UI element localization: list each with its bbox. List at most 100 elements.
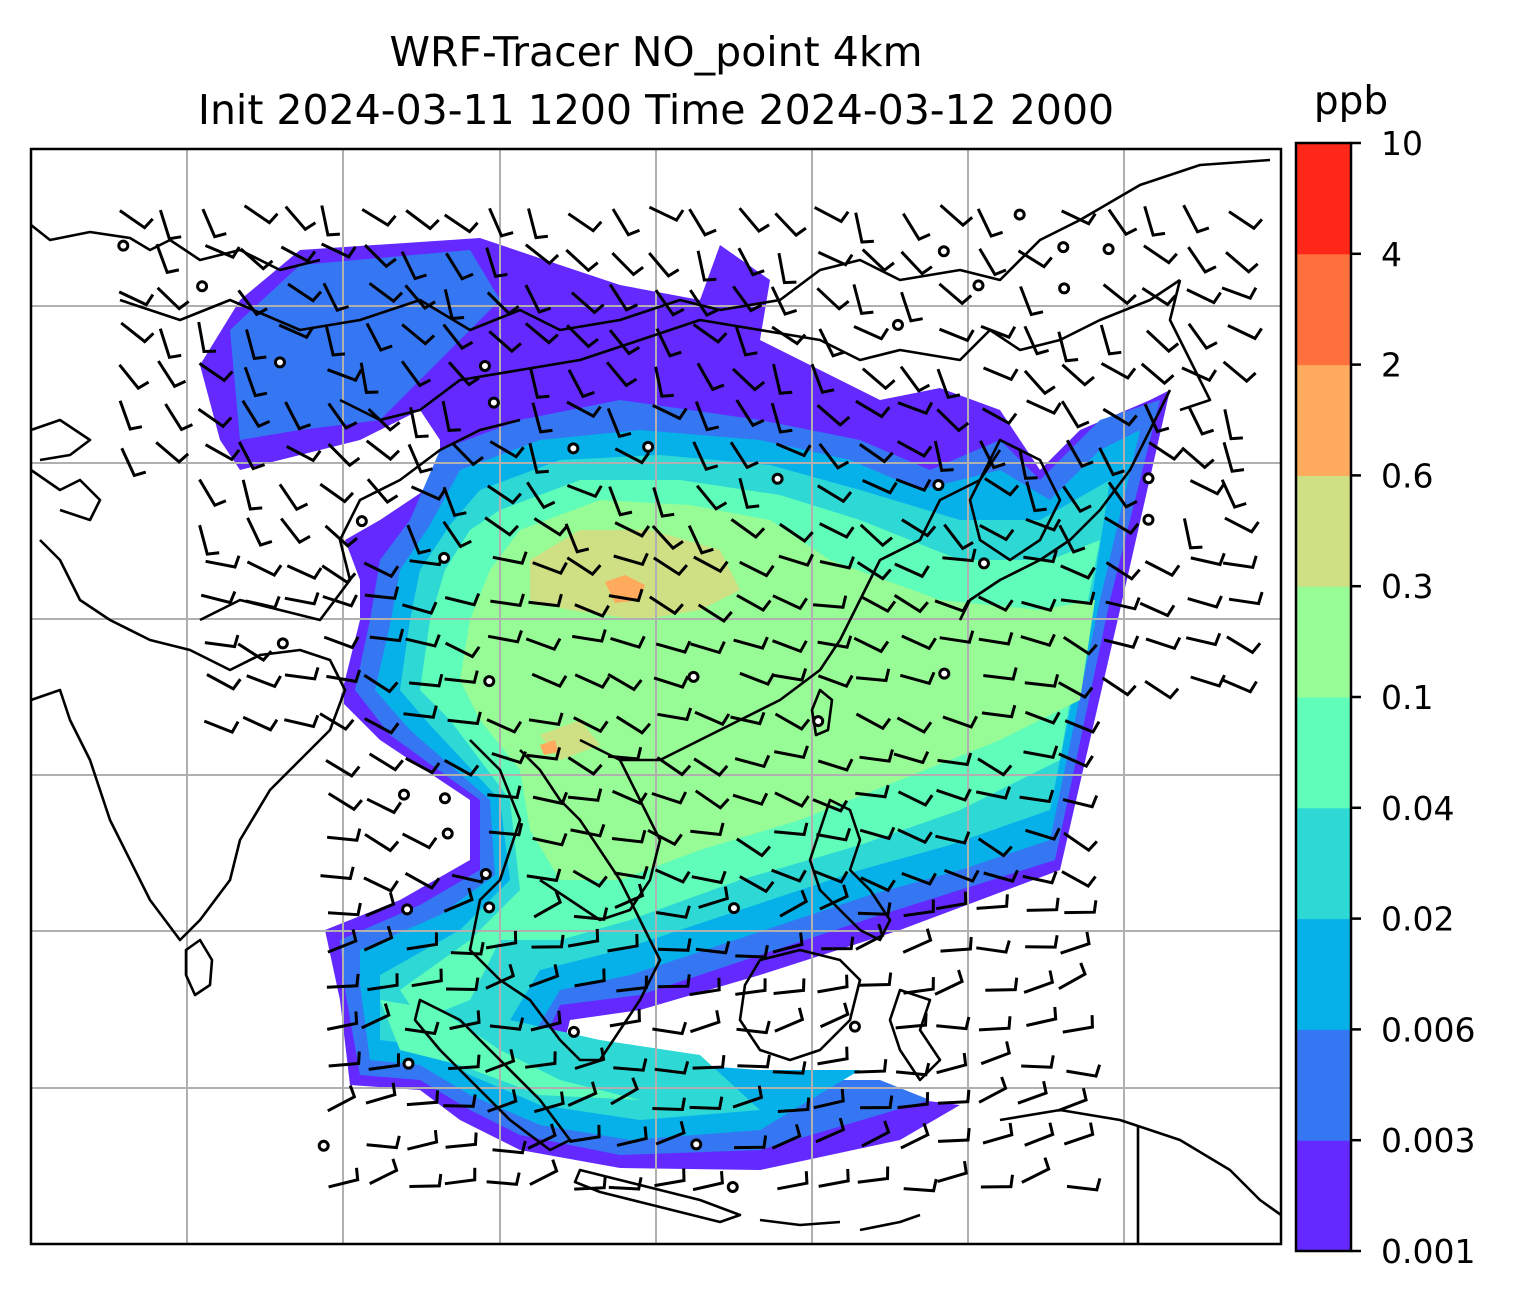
wind-barb — [983, 667, 1018, 681]
wind-barb — [652, 404, 688, 421]
wind-barb — [940, 936, 973, 953]
wind-barb — [736, 1020, 771, 1035]
wind-barb — [324, 325, 346, 357]
wind-barb — [695, 940, 731, 955]
wind-barb — [1185, 632, 1222, 647]
wind-barb — [528, 963, 560, 988]
wind-barb — [1187, 406, 1215, 436]
wind-barb — [893, 750, 930, 765]
wind-barb — [485, 963, 516, 990]
wind-barb — [939, 204, 974, 228]
wind-barb — [327, 929, 358, 954]
wind-barb — [484, 516, 519, 537]
wind-barb — [605, 361, 638, 388]
wind-barb — [1222, 360, 1257, 384]
wind-barb — [326, 368, 363, 383]
wind-barb — [566, 324, 599, 349]
wind-barb — [861, 367, 896, 391]
wind-barb — [812, 595, 848, 609]
wind-barb — [939, 630, 975, 644]
colorbar-bin — [1296, 1140, 1351, 1252]
wind-barb — [1190, 552, 1226, 567]
wind-barb — [1139, 601, 1176, 618]
wind-barb — [687, 524, 714, 555]
wind-barb — [976, 208, 1004, 238]
wind-barb — [574, 1175, 607, 1191]
wind-barb — [655, 1120, 686, 1146]
wind-barb — [900, 1122, 930, 1150]
wind-barb — [1187, 246, 1217, 274]
wind-barb — [442, 323, 474, 351]
wind-barb — [1024, 710, 1061, 725]
wind-barb — [1021, 598, 1057, 612]
wind-barb — [366, 797, 403, 815]
wind-barb — [816, 287, 850, 311]
wind-barb — [895, 1062, 931, 1077]
wind-barb — [1017, 1080, 1048, 1105]
wind-barb — [693, 757, 729, 777]
wind-barb — [531, 934, 565, 949]
wind-barb — [982, 1122, 1014, 1145]
wind-barb — [611, 789, 648, 806]
wind-barb — [365, 439, 401, 462]
wind-barb — [860, 876, 896, 893]
wind-barb — [528, 442, 549, 474]
wind-barb — [155, 243, 180, 275]
wind-barb — [366, 1135, 401, 1150]
wind-barb — [853, 325, 890, 341]
wind-barb — [280, 517, 311, 545]
wind-barb — [528, 712, 564, 726]
calm-marker — [567, 442, 580, 455]
wind-barb — [490, 593, 525, 608]
wind-barb — [1098, 447, 1125, 477]
wind-barb — [1100, 362, 1137, 380]
wind-barb — [657, 707, 693, 722]
calm-marker — [642, 440, 655, 453]
wind-barb — [981, 704, 1017, 719]
wind-barb — [444, 641, 481, 659]
wind-barb — [1186, 288, 1222, 305]
wind-barb — [694, 401, 720, 432]
wind-barb — [652, 1021, 688, 1036]
wind-barb — [774, 1007, 805, 1033]
wind-barb — [327, 402, 358, 430]
wind-barb — [442, 520, 472, 549]
calm-marker — [938, 667, 951, 680]
tracer-field-high-2 — [530, 530, 740, 760]
wind-barb — [488, 330, 522, 354]
wind-barb — [980, 325, 1017, 340]
wind-barb — [975, 786, 1012, 800]
wind-barb — [1061, 363, 1095, 387]
wind-barb — [738, 477, 760, 509]
wind-barb — [328, 1051, 361, 1068]
wind-barb — [607, 673, 643, 692]
wind-barb — [651, 524, 684, 551]
wind-barb — [774, 212, 807, 238]
wind-barb — [775, 442, 812, 458]
wind-barb — [616, 1126, 648, 1147]
wind-barb — [1058, 524, 1086, 554]
wind-barb — [443, 213, 479, 234]
wind-barb — [1062, 636, 1098, 656]
wind-barb — [405, 209, 440, 231]
wind-barb — [936, 368, 961, 400]
wind-barb — [654, 289, 685, 317]
wind-barb — [526, 481, 556, 510]
wind-barb — [613, 865, 649, 880]
wind-barb — [366, 478, 399, 504]
wind-barb — [1187, 322, 1218, 351]
calm-marker — [402, 1057, 415, 1070]
wind-barb — [567, 788, 603, 802]
wind-barb — [738, 207, 770, 234]
colorbar-frame — [1294, 141, 1353, 1253]
wind-barb — [735, 399, 765, 428]
wind-barb — [816, 404, 851, 427]
calm-marker — [932, 478, 945, 491]
calm-marker — [1142, 472, 1155, 485]
wind-barb — [1021, 1055, 1055, 1069]
wind-barb — [284, 205, 317, 232]
wind-barb — [730, 711, 766, 726]
wind-barb — [774, 791, 810, 808]
wind-barb — [1143, 403, 1170, 434]
colorbar-bin — [1296, 364, 1351, 476]
